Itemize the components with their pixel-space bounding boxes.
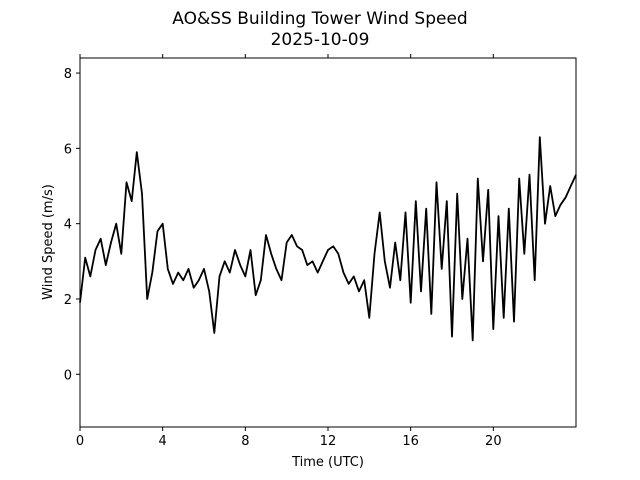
y-tick-label: 2 xyxy=(64,293,72,308)
y-tick-label: 4 xyxy=(64,218,72,233)
chart-title: AO&SS Building Tower Wind Speed xyxy=(172,9,467,29)
y-tick-label: 6 xyxy=(64,142,72,157)
y-tick-label: 0 xyxy=(64,368,72,383)
x-tick-label: 8 xyxy=(241,434,249,449)
x-tick-label: 0 xyxy=(76,434,84,449)
x-axis-label: Time (UTC) xyxy=(291,455,364,470)
x-tick-label: 16 xyxy=(402,434,419,449)
series-line xyxy=(79,136,577,342)
plot-frame xyxy=(79,57,577,428)
axis-ticks: 0 4 8 12 16 20 0 2 4 6 8 xyxy=(64,54,502,449)
chart-subtitle: 2025-10-09 xyxy=(271,30,370,50)
y-tick-label: 8 xyxy=(64,67,72,82)
y-axis-label: Wind Speed (m/s) xyxy=(41,184,56,300)
x-tick-label: 12 xyxy=(320,434,337,449)
x-tick-label: 4 xyxy=(159,434,167,449)
x-tick-label: 20 xyxy=(485,434,502,449)
